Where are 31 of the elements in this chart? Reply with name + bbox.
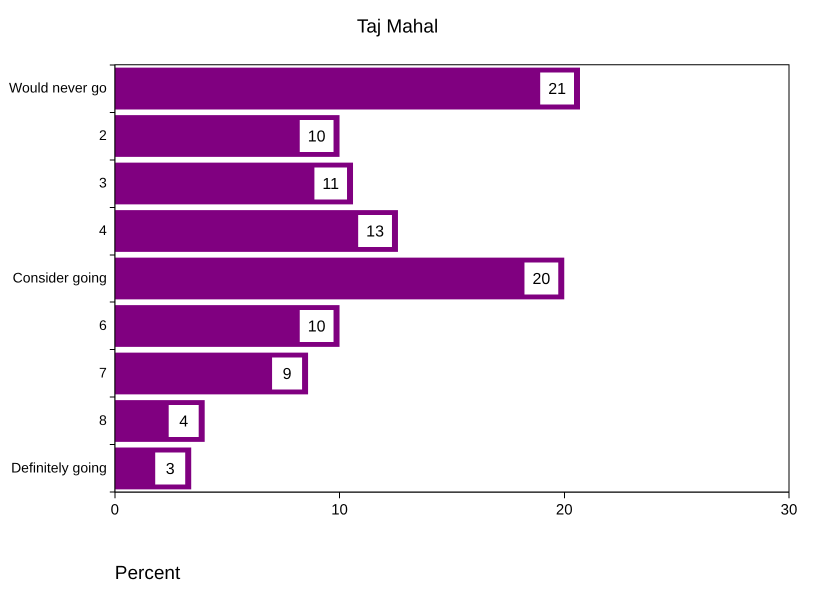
data-label: 13 <box>366 223 384 240</box>
y-tick-label: 7 <box>99 364 108 380</box>
chart-title: Taj Mahal <box>356 16 438 38</box>
data-label: 10 <box>308 128 326 146</box>
y-tick-label: Would never go <box>8 79 108 96</box>
bar <box>115 258 564 300</box>
y-tick-label: 2 <box>99 126 108 143</box>
data-label: 11 <box>322 176 340 193</box>
data-label: 20 <box>532 270 550 288</box>
data-label: 9 <box>282 366 292 383</box>
y-tick-label: Consider going <box>12 269 107 286</box>
x-tick-label: 0 <box>110 501 119 518</box>
x-tick-label: 20 <box>556 501 573 518</box>
data-label: 3 <box>166 460 175 478</box>
bar <box>115 352 308 394</box>
y-tick-label: 3 <box>99 174 108 190</box>
data-label: 10 <box>308 318 326 336</box>
y-tick-label: Definitely going <box>11 459 107 476</box>
bar <box>115 210 398 252</box>
bar <box>115 305 340 347</box>
data-label: 21 <box>548 80 566 98</box>
x-axis-title: Percent <box>114 562 181 584</box>
y-tick-label: 4 <box>99 222 108 238</box>
y-tick-label: 8 <box>99 412 108 428</box>
bar <box>115 68 580 110</box>
x-tick-label: 10 <box>331 501 348 518</box>
bar <box>115 115 340 157</box>
x-tick-label: 30 <box>780 501 798 518</box>
bar <box>115 162 354 204</box>
data-label: 4 <box>179 413 188 430</box>
y-tick-label: 6 <box>99 316 108 333</box>
